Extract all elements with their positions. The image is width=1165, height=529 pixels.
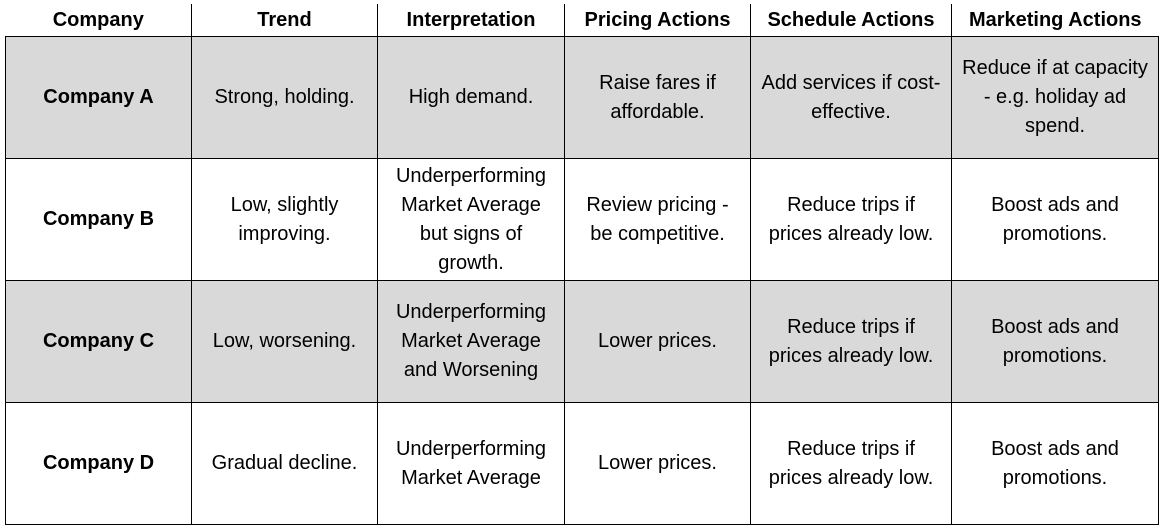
header-company: Company xyxy=(5,4,192,37)
header-pricing-actions: Pricing Actions xyxy=(564,4,751,37)
cell-pricing: Lower prices. xyxy=(564,280,751,403)
cell-trend: Low, worsening. xyxy=(191,280,378,403)
header-trend: Trend xyxy=(191,4,378,37)
cell-interpretation: High demand. xyxy=(377,36,565,159)
cell-trend: Low, slightly improving. xyxy=(191,158,378,281)
cell-schedule: Reduce trips if prices already low. xyxy=(750,402,952,525)
cell-company: Company B xyxy=(5,158,192,281)
cell-interpretation: Underperforming Market Average and Worse… xyxy=(377,280,565,403)
table-row-company-d: Company D Gradual decline. Underperformi… xyxy=(5,402,1159,525)
cell-pricing: Lower prices. xyxy=(564,402,751,525)
header-schedule-actions: Schedule Actions xyxy=(750,4,952,37)
cell-marketing: Reduce if at capacity - e.g. holiday ad … xyxy=(951,36,1159,159)
header-marketing-actions: Marketing Actions xyxy=(951,4,1159,37)
cell-marketing: Boost ads and promotions. xyxy=(951,280,1159,403)
cell-pricing: Review pricing - be competitive. xyxy=(564,158,751,281)
cell-company: Company A xyxy=(5,36,192,159)
action-matrix-table: Company Trend Interpretation Pricing Act… xyxy=(5,4,1159,525)
table-row-company-c: Company C Low, worsening. Underperformin… xyxy=(5,280,1159,403)
cell-company: Company D xyxy=(5,402,192,525)
header-interpretation: Interpretation xyxy=(377,4,565,37)
cell-schedule: Reduce trips if prices already low. xyxy=(750,158,952,281)
table-row-company-b: Company B Low, slightly improving. Under… xyxy=(5,158,1159,281)
table-header: Company Trend Interpretation Pricing Act… xyxy=(5,4,1159,37)
cell-marketing: Boost ads and promotions. xyxy=(951,402,1159,525)
cell-interpretation: Underperforming Market Average xyxy=(377,402,565,525)
cell-company: Company C xyxy=(5,280,192,403)
cell-pricing: Raise fares if affordable. xyxy=(564,36,751,159)
cell-schedule: Reduce trips if prices already low. xyxy=(750,280,952,403)
table-body: Company A Strong, holding. High demand. … xyxy=(5,36,1159,525)
cell-interpretation: Underperforming Market Average but signs… xyxy=(377,158,565,281)
cell-schedule: Add services if cost-effective. xyxy=(750,36,952,159)
cell-trend: Strong, holding. xyxy=(191,36,378,159)
action-matrix-table-container: Company Trend Interpretation Pricing Act… xyxy=(5,4,1159,525)
cell-marketing: Boost ads and promotions. xyxy=(951,158,1159,281)
header-row: Company Trend Interpretation Pricing Act… xyxy=(5,4,1159,37)
table-row-company-a: Company A Strong, holding. High demand. … xyxy=(5,36,1159,159)
cell-trend: Gradual decline. xyxy=(191,402,378,525)
